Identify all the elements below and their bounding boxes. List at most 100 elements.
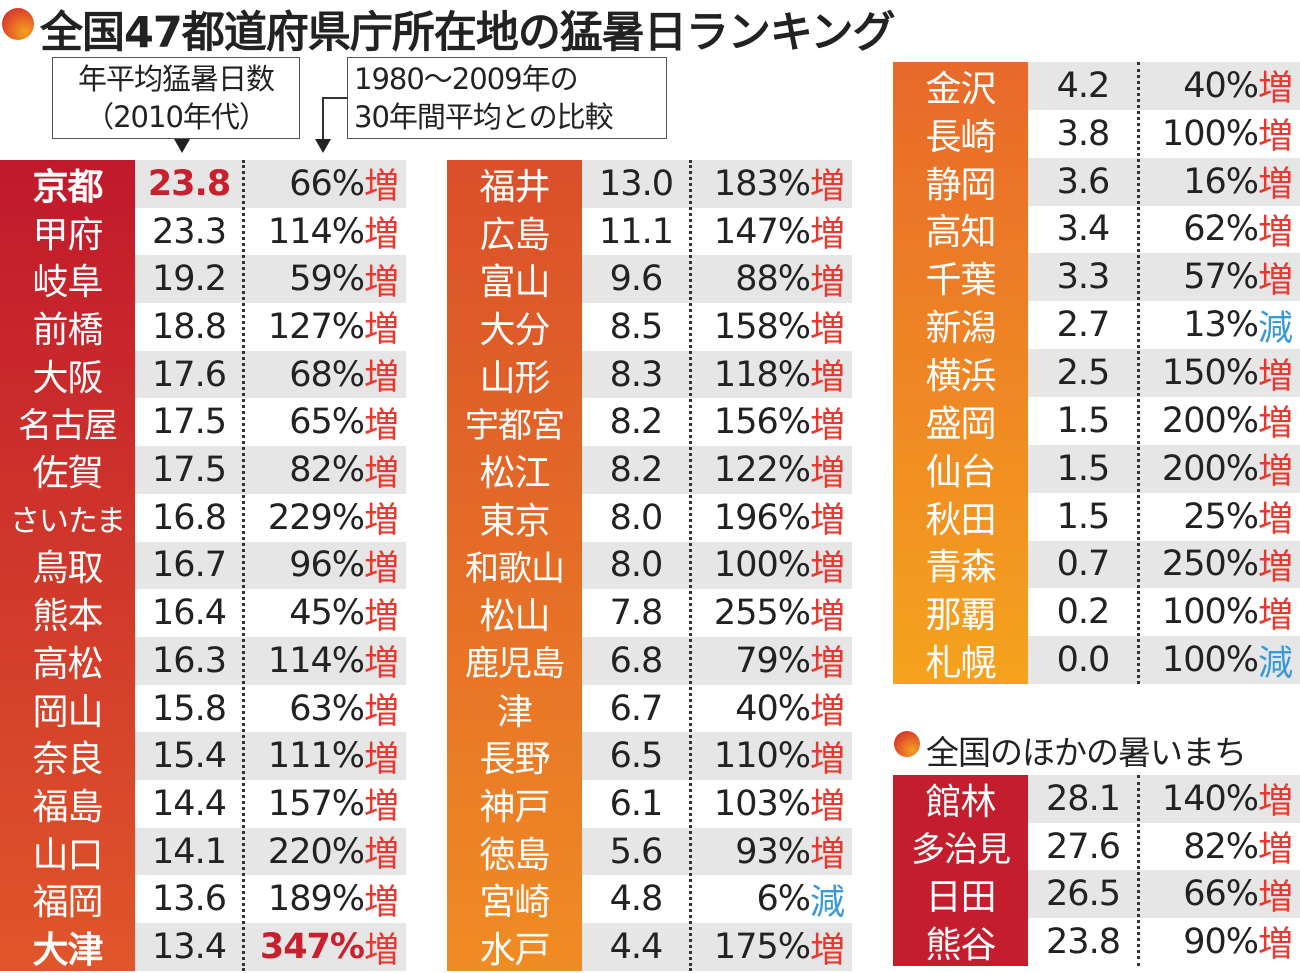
change-percent: 100%: [713, 545, 811, 586]
change-cell: 63% 増: [243, 685, 406, 733]
change-cell: 111% 増: [243, 732, 406, 781]
table-row: 金沢 4.2 40% 増: [893, 62, 1300, 110]
legend-days-box: 年平均猛暑日数 （2010年代）: [52, 57, 300, 139]
hot-days-value: 1.5: [1056, 400, 1111, 441]
table-row: 大阪 17.6 68% 増: [0, 350, 406, 399]
change-direction: 増: [1257, 877, 1293, 918]
table-row: 鹿児島 6.8 79% 増: [447, 637, 852, 685]
change-percent: 88%: [735, 259, 811, 300]
change-percent: 13%: [1183, 305, 1259, 346]
table-row: 佐賀 17.5 82% 増: [0, 446, 406, 494]
city-name: 富山: [479, 262, 550, 304]
legend-days-line1: 年平均猛暑日数: [77, 62, 275, 96]
table-row: 高知 3.4 62% 増: [893, 206, 1300, 254]
city-name: 静岡: [925, 164, 996, 206]
change-percent: 16%: [1183, 161, 1259, 202]
city-name: 松山: [479, 596, 550, 638]
change-percent: 90%: [1183, 921, 1259, 962]
table-row: 福井 13.0 183% 増: [447, 160, 852, 208]
change-cell: 250% 増: [1138, 540, 1300, 589]
change-percent: 100%: [1161, 592, 1259, 633]
city-name: 那覇: [925, 595, 996, 637]
change-cell: 114% 増: [243, 637, 406, 685]
city-name: 神戸: [479, 786, 550, 828]
change-cell: 157% 増: [243, 780, 406, 828]
table-row: 前橋 18.8 127% 増: [0, 303, 406, 351]
table-row: 熊本 16.4 45% 増: [0, 589, 406, 637]
hot-days-value: 6.5: [582, 732, 690, 781]
change-direction: 増: [809, 358, 845, 399]
change-cell: 57% 増: [1138, 253, 1300, 302]
city-name: 宮崎: [479, 882, 550, 924]
city-name: 名古屋: [18, 405, 118, 446]
change-percent: 103%: [713, 783, 811, 824]
table-row: 仙台 1.5 200% 増: [893, 444, 1300, 493]
page-title: 全国47都道府県庁所在地の猛暑日ランキング: [40, 8, 896, 58]
table-row: 秋田 1.5 25% 増: [893, 493, 1300, 541]
table-row: 青森 0.7 250% 増: [893, 540, 1300, 589]
change-direction: 増: [1257, 500, 1293, 541]
city-name: 広島: [479, 214, 550, 256]
hot-days-value: 18.8: [152, 306, 227, 347]
change-percent: 220%: [267, 831, 365, 872]
change-cell: 220% 増: [243, 827, 406, 876]
table-row: 千葉 3.3 57% 増: [893, 253, 1300, 301]
change-cell: 100% 増: [1138, 588, 1300, 636]
change-direction: 増: [1257, 117, 1293, 158]
change-direction: 増: [809, 215, 845, 256]
change-cell: 62% 増: [1138, 206, 1300, 254]
hot-days-value: 16.7: [135, 541, 243, 590]
hot-days-value: 6.8: [582, 637, 690, 685]
change-direction: 増: [1257, 212, 1293, 253]
change-direction: 増: [1257, 547, 1293, 588]
table-row: 大分 8.5 158% 増: [447, 303, 852, 351]
change-percent: 158%: [713, 306, 811, 347]
change-percent: 6%: [756, 879, 811, 920]
hot-days-value: 16.4: [152, 593, 227, 634]
city-name: 盛岡: [925, 403, 996, 445]
change-cell: 100% 増: [690, 541, 852, 590]
change-cell: 100% 増: [1138, 110, 1300, 158]
city-name: 和歌山: [465, 548, 565, 589]
change-percent: 59%: [289, 259, 365, 300]
change-direction: 増: [363, 215, 399, 256]
city-name: 岡山: [32, 691, 103, 733]
table-row: 盛岡 1.5 200% 増: [893, 397, 1300, 445]
change-cell: 347% 増: [243, 923, 406, 971]
city-name: 千葉: [925, 260, 996, 302]
hot-days-value: 15.4: [135, 732, 243, 781]
table-row: 鳥取 16.7 96% 増: [0, 541, 406, 590]
change-cell: 200% 増: [1138, 397, 1300, 445]
hot-days-value: 8.0: [582, 541, 690, 590]
city-name: 津: [496, 691, 533, 733]
change-direction: 増: [809, 548, 845, 589]
city-name: 甲府: [32, 214, 103, 256]
change-percent: 189%: [267, 879, 365, 920]
city-name: 東京: [479, 500, 550, 542]
subtitle: 全国のほかの暑いまち: [926, 733, 1247, 772]
change-direction: 増: [363, 739, 399, 780]
hot-days-value: 3.8: [1056, 113, 1111, 154]
table-row: 岐阜 19.2 59% 増: [0, 255, 406, 303]
legend-days-arrow-icon: [174, 139, 190, 153]
change-cell: 229% 増: [243, 494, 406, 542]
city-name: 前橋: [32, 309, 103, 351]
city-name: 高松: [32, 643, 103, 685]
change-direction: 増: [1257, 260, 1293, 301]
change-direction: 増: [1257, 782, 1293, 823]
change-percent: 150%: [1161, 353, 1259, 394]
legend-compare-connector: [322, 97, 348, 99]
title-bullet-icon: [2, 8, 34, 40]
table-row: 岡山 15.8 63% 増: [0, 685, 406, 733]
city-name: さいたま: [9, 503, 126, 539]
change-direction: 減: [809, 882, 845, 923]
city-name: 奈良: [32, 739, 103, 781]
name-column-background: [447, 160, 582, 971]
change-direction: 増: [363, 882, 399, 923]
change-percent: 66%: [289, 163, 365, 204]
ranking-table-4: 館林 28.1 140% 増多治見 27.6 82% 増日田 26.5 66% 増熊谷 23.8 90…: [893, 775, 1300, 966]
city-name: 徳島: [479, 834, 550, 876]
hot-days-value: 8.2: [609, 402, 664, 443]
hot-days-value: 13.0: [582, 160, 690, 208]
change-percent: 127%: [267, 306, 365, 347]
